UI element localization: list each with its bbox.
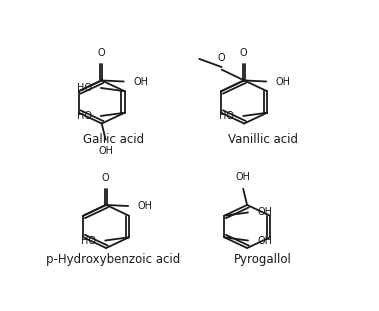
Text: Gallic acid: Gallic acid	[83, 133, 144, 146]
Text: HO: HO	[81, 235, 96, 245]
Text: HO: HO	[77, 83, 92, 93]
Text: O: O	[97, 48, 105, 58]
Text: Vanillic acid: Vanillic acid	[228, 133, 298, 146]
Text: OH: OH	[98, 146, 113, 156]
Text: OH: OH	[276, 77, 290, 86]
Text: OH: OH	[257, 235, 272, 245]
Text: OH: OH	[138, 201, 152, 211]
Text: OH: OH	[236, 172, 251, 182]
Text: O: O	[218, 53, 226, 63]
Text: O: O	[240, 48, 247, 58]
Text: OH: OH	[133, 77, 148, 86]
Text: OH: OH	[257, 207, 272, 217]
Text: O: O	[102, 173, 110, 183]
Text: HO: HO	[77, 111, 92, 121]
Text: Pyrogallol: Pyrogallol	[234, 253, 292, 266]
Text: HO: HO	[219, 111, 234, 121]
Text: p-Hydroxybenzoic acid: p-Hydroxybenzoic acid	[46, 253, 180, 266]
